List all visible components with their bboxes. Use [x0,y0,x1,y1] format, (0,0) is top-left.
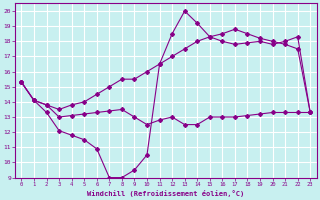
X-axis label: Windchill (Refroidissement éolien,°C): Windchill (Refroidissement éolien,°C) [87,190,244,197]
